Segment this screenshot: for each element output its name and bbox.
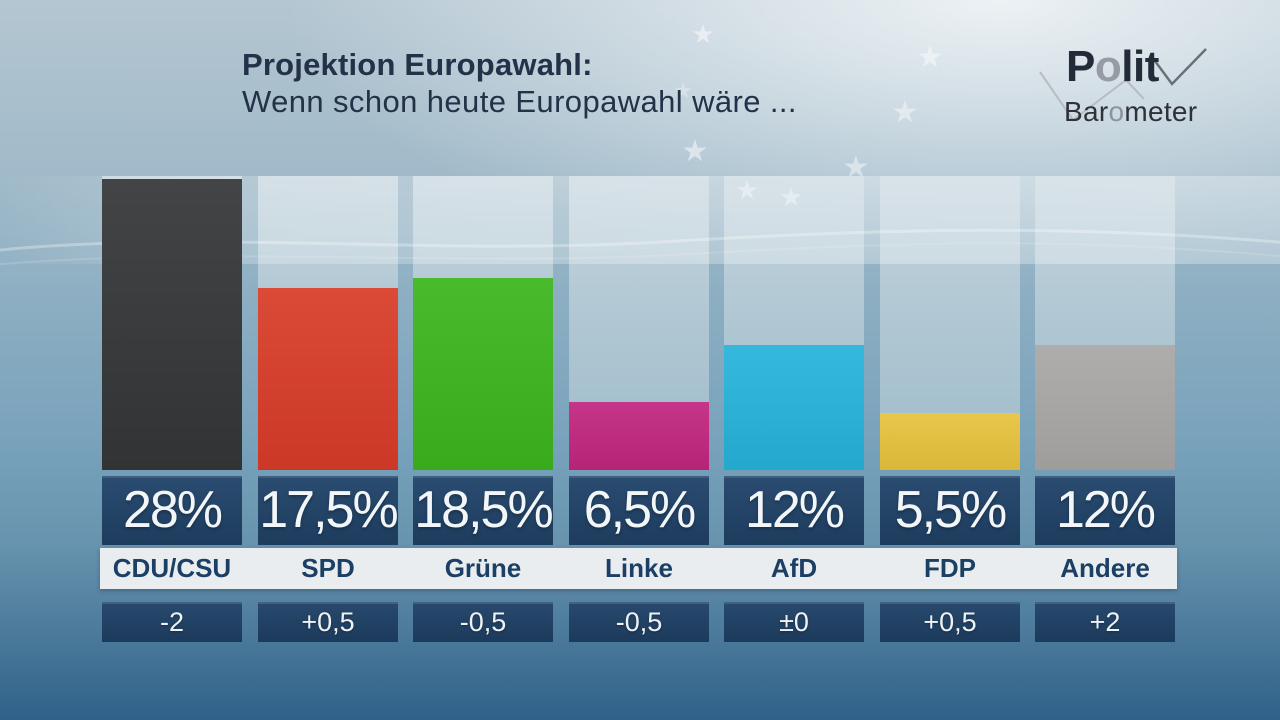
change-badge-afd: ±0 <box>724 602 864 642</box>
chart-title: Projektion Europawahl: Wenn schon heute … <box>242 46 797 120</box>
value-label-row: 28% 17,5% 18,5% 6,5% 12% 5,5% 12% <box>102 476 1175 545</box>
change-badge-cdu-csu: -2 <box>102 602 242 642</box>
chart-bars-layer <box>102 176 1175 470</box>
party-name-cdu-csu: CDU/CSU <box>112 553 232 583</box>
logo-barometer-o: o <box>1108 96 1125 127</box>
bar-andere <box>1035 345 1175 470</box>
change-label-row: -2 +0,5 -0,5 -0,5 ±0 +0,5 +2 <box>102 602 1175 642</box>
value-label-gruene: 18,5% <box>413 476 554 545</box>
value-label-spd: 17,5% <box>258 476 399 545</box>
logo-polit-o: o <box>1094 42 1122 91</box>
party-name-gruene: Grüne <box>444 553 522 583</box>
title-line-1: Projektion Europawahl: <box>242 47 593 82</box>
eu-star-icon: ★ <box>916 40 944 75</box>
party-name-spd: SPD <box>301 553 355 583</box>
eu-star-icon: ★ <box>691 20 715 50</box>
value-label-cdu-csu: 28% <box>102 476 242 545</box>
change-badge-spd: +0,5 <box>258 602 398 642</box>
bar-gruene <box>413 278 553 470</box>
logo-barometer-meter: meter <box>1124 96 1198 127</box>
party-name-andere: Andere <box>1060 553 1150 583</box>
bar-cdu-csu <box>102 179 242 470</box>
eu-star-icon: ★ <box>681 134 709 169</box>
party-name-linke: Linke <box>605 553 673 583</box>
logo-text-polit: Polit <box>1066 45 1159 89</box>
change-badge-fdp: +0,5 <box>880 602 1020 642</box>
logo-barometer-bar: Bar <box>1064 96 1109 127</box>
logo-polit-lit: lit <box>1121 42 1159 91</box>
bar-spd <box>258 288 398 470</box>
logo-zigzag-lines <box>1039 48 1207 122</box>
value-label-afd: 12% <box>724 476 864 545</box>
value-label-andere: 12% <box>1035 476 1175 545</box>
bar-fdp <box>880 413 1020 470</box>
value-label-fdp: 5,5% <box>880 476 1020 545</box>
party-name-strip: CDU/CSU SPD Grüne Linke AfD FDP Andere <box>100 548 1177 589</box>
logo-text-barometer: Barometer <box>1064 98 1197 126</box>
politbarometer-logo: Polit Barometer <box>1030 35 1230 126</box>
logo-polit-p: P <box>1066 42 1095 91</box>
bar-afd <box>724 345 864 470</box>
bar-linke <box>569 402 709 470</box>
party-name-afd: AfD <box>770 553 818 583</box>
change-badge-gruene: -0,5 <box>413 602 553 642</box>
party-name-fdp: FDP <box>924 553 976 583</box>
title-line-2: Wenn schon heute Europawahl wäre ... <box>242 84 797 119</box>
value-label-linke: 6,5% <box>569 476 709 545</box>
change-badge-linke: -0,5 <box>569 602 709 642</box>
eu-star-icon: ★ <box>891 95 919 130</box>
change-badge-andere: +2 <box>1035 602 1175 642</box>
